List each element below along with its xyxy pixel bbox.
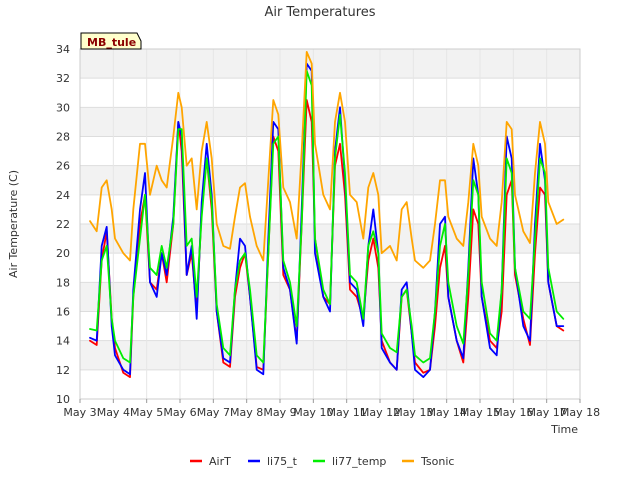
y-tick-label: 20 (56, 247, 70, 260)
x-tick-label: May 7 (197, 406, 230, 419)
background-band (80, 369, 580, 399)
x-tick-label: May 17 (527, 406, 567, 419)
x-tick-label: May 13 (393, 406, 433, 419)
legend-label: li75_t (267, 455, 298, 468)
chart-title: Air Temperatures (264, 5, 375, 20)
site-label-box: MB_tule (80, 32, 142, 50)
x-tick-label: May 6 (163, 406, 196, 419)
legend-label: AirT (209, 455, 231, 468)
plot-area-frame (79, 48, 581, 400)
series-line-tsonic (89, 51, 565, 269)
background-band (80, 165, 580, 195)
background-band (80, 136, 580, 166)
x-tick-label: May 9 (263, 406, 296, 419)
legend: AirT li75_t li77_temp Tsonic (190, 455, 454, 468)
y-axis-ticks: 10 12 14 16 18 20 22 24 26 28 30 32 34 (56, 43, 70, 406)
legend-label: Tsonic (420, 455, 454, 468)
background-band (80, 78, 580, 108)
background-band (80, 311, 580, 341)
x-tick-label: May 4 (97, 406, 130, 419)
y-tick-label: 16 (56, 306, 70, 319)
y-tick-label: 26 (56, 160, 70, 173)
x-tick-label: May 14 (427, 406, 467, 419)
y-tick-label: 32 (56, 72, 70, 85)
site-label-background (80, 32, 142, 50)
legend-label: li77_temp (332, 455, 386, 468)
y-tick-label: 34 (56, 43, 70, 56)
x-tick-label: May 18 (560, 406, 600, 419)
x-tick-label: May 16 (493, 406, 533, 419)
y-tick-label: 30 (56, 101, 70, 114)
background-band (80, 49, 580, 79)
y-tick-label: 24 (56, 189, 70, 202)
series-line-li77-temp (89, 70, 565, 364)
x-axis-label: Time (550, 423, 578, 436)
y-tick-label: 14 (56, 335, 70, 348)
background-band (80, 340, 580, 370)
y-tick-label: 18 (56, 276, 70, 289)
y-tick-label: 22 (56, 218, 70, 231)
x-tick-label: May 8 (230, 406, 263, 419)
y-tick-label: 12 (56, 364, 70, 377)
data-series (89, 51, 565, 379)
y-tick-label: 28 (56, 131, 70, 144)
x-tick-label: May 5 (130, 406, 163, 419)
x-tick-label: May 15 (460, 406, 500, 419)
x-tick-label: May 12 (360, 406, 400, 419)
y-axis-label: Air Temperature (C) (7, 170, 20, 278)
x-tick-label: May 10 (293, 406, 333, 419)
x-tick-label: May 11 (327, 406, 367, 419)
y-tick-label: 10 (56, 393, 70, 406)
site-label: MB_tule (87, 36, 136, 49)
background-band (80, 107, 580, 137)
x-tick-label: May 3 (63, 406, 96, 419)
